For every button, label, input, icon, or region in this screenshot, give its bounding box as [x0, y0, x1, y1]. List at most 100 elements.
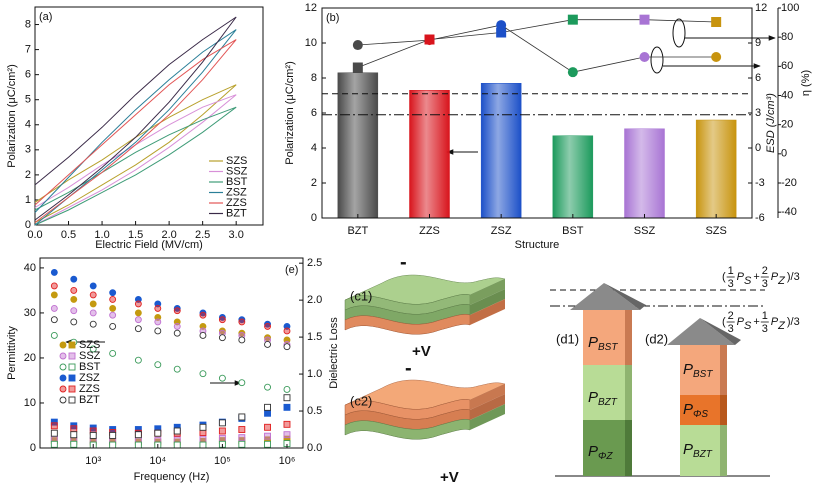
data-point [109, 431, 117, 439]
data-point [109, 311, 117, 319]
data-point [89, 300, 97, 308]
data-point [238, 434, 246, 442]
bar [624, 128, 665, 219]
segment-label: PBZT [588, 389, 618, 408]
data-point [70, 295, 78, 303]
legend-swatch [59, 363, 67, 371]
data-point [218, 313, 226, 321]
x-tick-label: 10³ [85, 455, 101, 467]
y-tick-label: 1.0 [307, 368, 322, 380]
data-point [238, 413, 246, 421]
loop-line [34, 94, 237, 226]
y-tick-label: 0.5 [307, 405, 322, 417]
slab-side [470, 394, 505, 420]
legend-swatch [59, 396, 67, 404]
data-point [238, 379, 246, 387]
y-tick-label: 6 [311, 107, 317, 119]
x-tick-label: 3.0 [229, 229, 244, 241]
y-axis-title: Polarization (μC/cm²) [284, 61, 296, 165]
symbol: P [588, 443, 598, 460]
y-tick-label: 7 [25, 44, 31, 56]
data-point [50, 291, 58, 299]
arrow-segment [680, 345, 720, 395]
x-tick-label: 10⁵ [214, 455, 231, 467]
y-tick-label: 12 [305, 2, 317, 14]
loop-line [34, 39, 237, 223]
legend-swatch [59, 341, 67, 349]
data-point [173, 307, 181, 315]
x-axis-title: Structure [515, 239, 560, 251]
y-tick-label: 20 [24, 352, 36, 364]
arrow-side [625, 420, 632, 476]
x-tick-label: SSZ [634, 225, 656, 237]
data-point [50, 268, 58, 276]
y-axis-title: Permittivity [6, 326, 18, 380]
series-marker [639, 14, 650, 25]
data-point [199, 435, 207, 443]
y-tick-label: 30 [24, 307, 36, 319]
segment-label: PΦZ [588, 443, 613, 462]
arrow-segment [680, 395, 720, 425]
data-point [199, 423, 207, 431]
data-point [173, 441, 181, 449]
data-point [218, 334, 226, 342]
x-tick-label: 0.5 [61, 229, 76, 241]
data-point [283, 394, 291, 402]
bar [337, 72, 379, 219]
legend-label: SZS [226, 155, 247, 167]
legend-swatch [59, 374, 67, 382]
panel-label: (a) [39, 11, 52, 23]
data-point [134, 325, 142, 333]
y-tick-label: 2 [25, 169, 31, 181]
y-tick-label: 100 [781, 2, 799, 14]
x-tick-label: 10⁴ [149, 455, 166, 467]
slab-side [470, 384, 505, 410]
y3-axis-title: η (%) [800, 70, 812, 96]
data-point [70, 275, 78, 283]
data-point [50, 440, 58, 448]
data-point [199, 309, 207, 317]
formula-text: + [753, 316, 759, 328]
data-point [264, 322, 271, 330]
series-ellipse [650, 46, 664, 74]
data-point [50, 282, 58, 290]
legend-label: BZT [226, 207, 247, 219]
legend-swatch [68, 352, 76, 360]
plot-frame [39, 257, 304, 449]
arrow-side [720, 395, 727, 425]
formula-symbol: P [771, 316, 779, 328]
data-point [50, 304, 58, 312]
legend-label: SZS [79, 339, 100, 351]
legend-label: BST [226, 176, 248, 188]
series-line [357, 24, 717, 73]
formula-symbol: P [737, 271, 745, 283]
series-ellipse [672, 18, 686, 48]
data-point [173, 427, 181, 435]
panel-label: (b) [326, 12, 339, 24]
data-point [109, 322, 117, 330]
formula-subscript: S [744, 320, 752, 332]
symbol: P [683, 401, 693, 418]
data-point [218, 374, 226, 382]
loop-line [34, 16, 237, 221]
series-marker [496, 27, 507, 38]
loop-line [34, 29, 237, 226]
y-axis-title: Polarization (μC/cm²) [6, 64, 18, 168]
legend-label: ZSZ [79, 372, 100, 384]
panel-label: (e) [285, 264, 298, 276]
formula-numerator: 1 [762, 310, 768, 322]
x-tick-label: 2.0 [161, 229, 176, 241]
subscript: BST [598, 342, 618, 353]
arrow-side [625, 365, 632, 420]
segment-label: PΦS [683, 401, 708, 420]
y-tick-label: -3 [755, 177, 765, 189]
formula-text: ( [722, 316, 726, 328]
data-point [134, 431, 142, 439]
data-point [218, 327, 226, 335]
series-line [357, 19, 717, 68]
x-axis-title: Frequency (Hz) [134, 471, 210, 483]
data-point [70, 318, 78, 326]
data-point [199, 370, 207, 378]
charge-sign: - [405, 357, 412, 379]
data-point [264, 432, 271, 440]
